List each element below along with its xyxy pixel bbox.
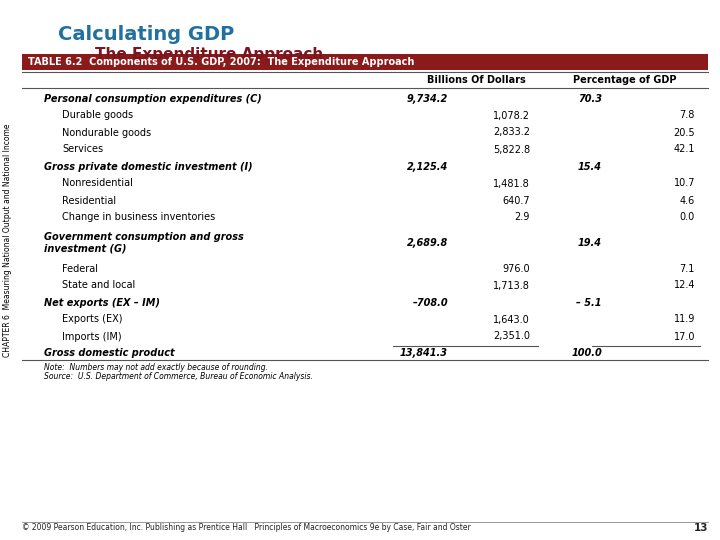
Text: 1,713.8: 1,713.8 [493, 280, 530, 291]
Text: Percentage of GDP: Percentage of GDP [573, 75, 677, 85]
Text: Personal consumption expenditures (C): Personal consumption expenditures (C) [44, 93, 262, 104]
Text: State and local: State and local [62, 280, 135, 291]
Text: Nondurable goods: Nondurable goods [62, 127, 151, 138]
Text: Source:  U.S. Department of Commerce, Bureau of Economic Analysis.: Source: U.S. Department of Commerce, Bur… [44, 372, 313, 381]
Text: 2,689.8: 2,689.8 [407, 238, 448, 248]
Text: 5,822.8: 5,822.8 [493, 145, 530, 154]
Text: 11.9: 11.9 [674, 314, 695, 325]
Text: 640.7: 640.7 [503, 195, 530, 206]
Text: Note:  Numbers may not add exactly because of rounding.: Note: Numbers may not add exactly becaus… [44, 363, 268, 372]
Text: Gross private domestic investment (I): Gross private domestic investment (I) [44, 161, 253, 172]
Text: 7.8: 7.8 [680, 111, 695, 120]
Text: Imports (IM): Imports (IM) [62, 332, 122, 341]
Text: 1,481.8: 1,481.8 [493, 179, 530, 188]
Text: Nonresidential: Nonresidential [62, 179, 133, 188]
Text: 2,351.0: 2,351.0 [493, 332, 530, 341]
Text: 0.0: 0.0 [680, 213, 695, 222]
Text: –708.0: –708.0 [413, 298, 448, 307]
Text: 976.0: 976.0 [503, 264, 530, 273]
Text: Change in business inventories: Change in business inventories [62, 213, 215, 222]
Text: 4.6: 4.6 [680, 195, 695, 206]
Text: 1,078.2: 1,078.2 [493, 111, 530, 120]
Text: Calculating GDP: Calculating GDP [58, 25, 234, 44]
Bar [22, 54, 708, 70]
Text: 42.1: 42.1 [673, 145, 695, 154]
Text: Net exports (EX – IM): Net exports (EX – IM) [44, 298, 160, 307]
Text: © 2009 Pearson Education, Inc. Publishing as Prentice Hall   Principles of Macro: © 2009 Pearson Education, Inc. Publishin… [22, 523, 471, 532]
Text: Durable goods: Durable goods [62, 111, 133, 120]
Text: Federal: Federal [62, 264, 98, 273]
Text: 70.3: 70.3 [578, 93, 602, 104]
Text: 7.1: 7.1 [680, 264, 695, 273]
Text: Exports (EX): Exports (EX) [62, 314, 122, 325]
Text: 9,734.2: 9,734.2 [407, 93, 448, 104]
Text: – 5.1: – 5.1 [577, 298, 602, 307]
Text: 13: 13 [693, 523, 708, 533]
Text: 15.4: 15.4 [578, 161, 602, 172]
Text: 100.0: 100.0 [571, 348, 602, 359]
Text: CHAPTER 6  Measuring National Output and National Income: CHAPTER 6 Measuring National Output and … [4, 123, 12, 357]
Text: 20.5: 20.5 [673, 127, 695, 138]
Text: Services: Services [62, 145, 103, 154]
Text: Gross domestic product: Gross domestic product [44, 348, 175, 359]
Text: 2.9: 2.9 [515, 213, 530, 222]
Text: 17.0: 17.0 [673, 332, 695, 341]
Text: 13,841.3: 13,841.3 [400, 348, 448, 359]
Text: 2,833.2: 2,833.2 [493, 127, 530, 138]
Text: TABLE 6.2  Components of U.S. GDP, 2007:  The Expenditure Approach: TABLE 6.2 Components of U.S. GDP, 2007: … [28, 57, 415, 67]
Text: 10.7: 10.7 [673, 179, 695, 188]
Text: Billions Of Dollars: Billions Of Dollars [427, 75, 526, 85]
Text: 1,643.0: 1,643.0 [493, 314, 530, 325]
Text: 2,125.4: 2,125.4 [407, 161, 448, 172]
Text: 12.4: 12.4 [673, 280, 695, 291]
Text: Residential: Residential [62, 195, 116, 206]
Text: 19.4: 19.4 [578, 238, 602, 248]
Text: The Expenditure Approach: The Expenditure Approach [95, 47, 323, 62]
Text: Government consumption and gross
investment (G): Government consumption and gross investm… [44, 232, 244, 254]
